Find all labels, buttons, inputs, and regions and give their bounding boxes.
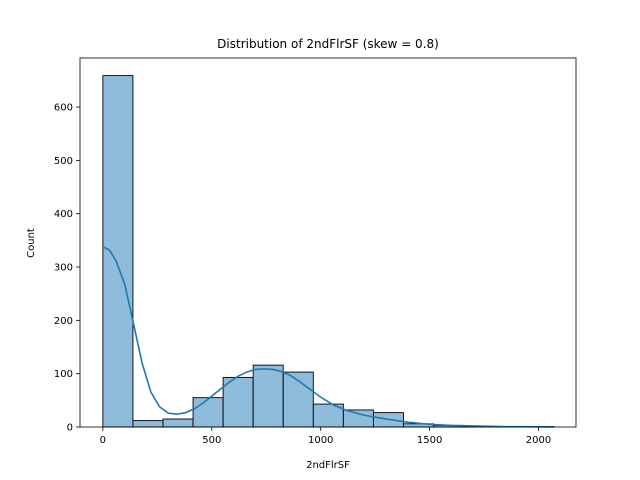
histogram-bar-3	[192, 397, 224, 428]
histogram-bar-2	[162, 418, 194, 428]
y-axis-label: Count	[26, 228, 37, 258]
y-tick-label: 200	[54, 316, 73, 327]
plot-frame	[79, 57, 577, 428]
y-tick-label: 0	[67, 423, 73, 434]
histogram-bar-8	[342, 409, 374, 428]
y-tick-label: 100	[54, 369, 73, 380]
chart-title: Distribution of 2ndFlrSF (skew = 0.8)	[217, 37, 439, 51]
y-tick-label: 300	[54, 263, 73, 274]
histogram-bar-5	[252, 364, 284, 428]
x-tick-label: 1500	[417, 435, 442, 446]
x-tick-label: 0	[100, 435, 106, 446]
bars-group	[102, 75, 555, 428]
y-axis: 0 100 200 300 400 500 600	[54, 103, 80, 434]
x-axis: 0 500 1000 1500 2000	[100, 427, 551, 446]
y-tick-label: 400	[54, 209, 73, 220]
x-tick-label: 2000	[526, 435, 551, 446]
x-tick-label: 1000	[308, 435, 333, 446]
x-tick-label: 500	[202, 435, 221, 446]
y-tick-label: 500	[54, 156, 73, 167]
histogram-bar-4	[222, 376, 254, 428]
kde-curve	[102, 246, 554, 428]
y-tick-label: 600	[54, 103, 73, 114]
x-axis-label: 2ndFlrSF	[306, 460, 350, 471]
histogram-bar-1	[132, 420, 164, 428]
histogram-bar-0	[102, 75, 134, 428]
